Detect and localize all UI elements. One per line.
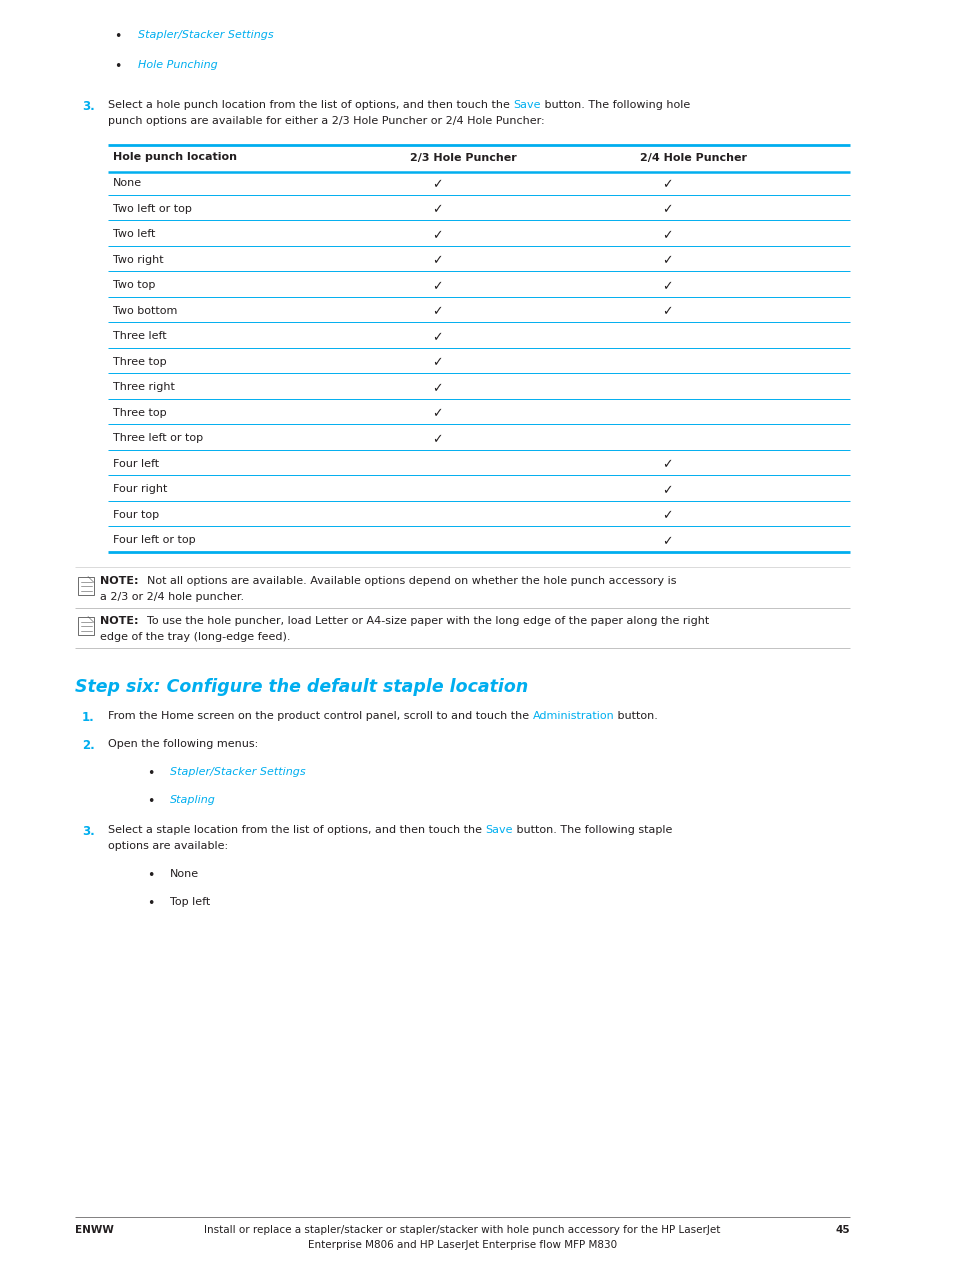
Text: ✓: ✓ xyxy=(661,279,672,293)
Text: ✓: ✓ xyxy=(432,306,442,319)
Text: From the Home screen on the product control panel, scroll to and touch the: From the Home screen on the product cont… xyxy=(108,710,532,720)
Text: •: • xyxy=(113,60,121,72)
Text: ✓: ✓ xyxy=(661,458,672,471)
Text: Not all options are available. Available options depend on whether the hole punc: Not all options are available. Available… xyxy=(147,575,676,585)
Text: NOTE:: NOTE: xyxy=(100,575,138,585)
Text: Three top: Three top xyxy=(112,408,167,418)
Text: 2/4 Hole Puncher: 2/4 Hole Puncher xyxy=(639,152,746,163)
Text: ✓: ✓ xyxy=(661,509,672,522)
Text: ✓: ✓ xyxy=(432,254,442,268)
Text: Two bottom: Two bottom xyxy=(112,306,177,315)
Text: None: None xyxy=(170,869,199,879)
Text: ✓: ✓ xyxy=(432,279,442,293)
Text: ✓: ✓ xyxy=(661,484,672,497)
Text: Stapler/Stacker Settings: Stapler/Stacker Settings xyxy=(138,30,274,39)
Text: Two left: Two left xyxy=(112,229,155,239)
Text: Four top: Four top xyxy=(112,509,159,519)
Text: Two right: Two right xyxy=(112,254,164,264)
Text: ✓: ✓ xyxy=(432,357,442,370)
Text: 3.: 3. xyxy=(82,100,94,113)
Text: Three left: Three left xyxy=(112,331,167,342)
Text: a 2/3 or 2/4 hole puncher.: a 2/3 or 2/4 hole puncher. xyxy=(100,592,244,602)
Text: Four right: Four right xyxy=(112,484,167,494)
Text: •: • xyxy=(147,767,154,780)
Text: Hole punch location: Hole punch location xyxy=(112,152,236,163)
Text: button. The following hole: button. The following hole xyxy=(540,100,689,110)
Text: ✓: ✓ xyxy=(661,178,672,190)
Text: Three left or top: Three left or top xyxy=(112,433,203,443)
Text: NOTE:: NOTE: xyxy=(100,616,138,626)
Text: ✓: ✓ xyxy=(432,331,442,344)
Text: Save: Save xyxy=(513,100,540,110)
Text: button. The following staple: button. The following staple xyxy=(513,824,672,834)
Text: 1.: 1. xyxy=(82,710,94,724)
Text: ✓: ✓ xyxy=(661,306,672,319)
Text: Install or replace a stapler/stacker or stapler/stacker with hole punch accessor: Install or replace a stapler/stacker or … xyxy=(204,1226,720,1234)
Text: Two left or top: Two left or top xyxy=(112,203,192,213)
Text: ✓: ✓ xyxy=(432,408,442,420)
Text: Administration: Administration xyxy=(532,710,614,720)
Text: Enterprise M806 and HP LaserJet Enterprise flow MFP M830: Enterprise M806 and HP LaserJet Enterpri… xyxy=(308,1241,617,1251)
Text: ✓: ✓ xyxy=(432,433,442,446)
Text: Hole Punching: Hole Punching xyxy=(138,60,217,70)
Text: ✓: ✓ xyxy=(432,382,442,395)
Text: Four left: Four left xyxy=(112,458,159,469)
Text: 2/3 Hole Puncher: 2/3 Hole Puncher xyxy=(410,152,517,163)
Text: ✓: ✓ xyxy=(661,203,672,216)
Text: •: • xyxy=(113,30,121,43)
FancyBboxPatch shape xyxy=(78,577,94,594)
Text: edge of the tray (long-edge feed).: edge of the tray (long-edge feed). xyxy=(100,632,291,643)
Text: To use the hole puncher, load Letter or A4-size paper with the long edge of the : To use the hole puncher, load Letter or … xyxy=(147,616,708,626)
Text: ✓: ✓ xyxy=(661,254,672,268)
Text: Select a staple location from the list of options, and then touch the: Select a staple location from the list o… xyxy=(108,824,485,834)
Text: options are available:: options are available: xyxy=(108,841,228,851)
Text: ✓: ✓ xyxy=(432,178,442,190)
Text: •: • xyxy=(147,795,154,808)
Text: Four left or top: Four left or top xyxy=(112,535,195,545)
Text: punch options are available for either a 2/3 Hole Puncher or 2/4 Hole Puncher:: punch options are available for either a… xyxy=(108,117,544,127)
Text: Save: Save xyxy=(485,824,513,834)
Text: ✓: ✓ xyxy=(432,229,442,243)
Text: ✓: ✓ xyxy=(661,229,672,243)
Text: None: None xyxy=(112,178,142,188)
Text: 45: 45 xyxy=(835,1226,849,1234)
Text: button.: button. xyxy=(614,710,658,720)
Text: Three right: Three right xyxy=(112,382,174,392)
FancyBboxPatch shape xyxy=(78,616,94,635)
Text: ✓: ✓ xyxy=(661,535,672,547)
Text: ✓: ✓ xyxy=(432,203,442,216)
Text: ENWW: ENWW xyxy=(75,1226,113,1234)
Text: Stapling: Stapling xyxy=(170,795,215,804)
Text: Three top: Three top xyxy=(112,357,167,367)
Text: Select a hole punch location from the list of options, and then touch the: Select a hole punch location from the li… xyxy=(108,100,513,110)
Text: •: • xyxy=(147,869,154,881)
Text: Top left: Top left xyxy=(170,897,210,907)
Text: Stapler/Stacker Settings: Stapler/Stacker Settings xyxy=(170,767,305,776)
Text: •: • xyxy=(147,897,154,911)
Text: 3.: 3. xyxy=(82,824,94,837)
Text: 2.: 2. xyxy=(82,738,94,752)
Text: Step six: Configure the default staple location: Step six: Configure the default staple l… xyxy=(75,677,528,696)
Text: Two top: Two top xyxy=(112,279,155,290)
Text: Open the following menus:: Open the following menus: xyxy=(108,738,258,748)
